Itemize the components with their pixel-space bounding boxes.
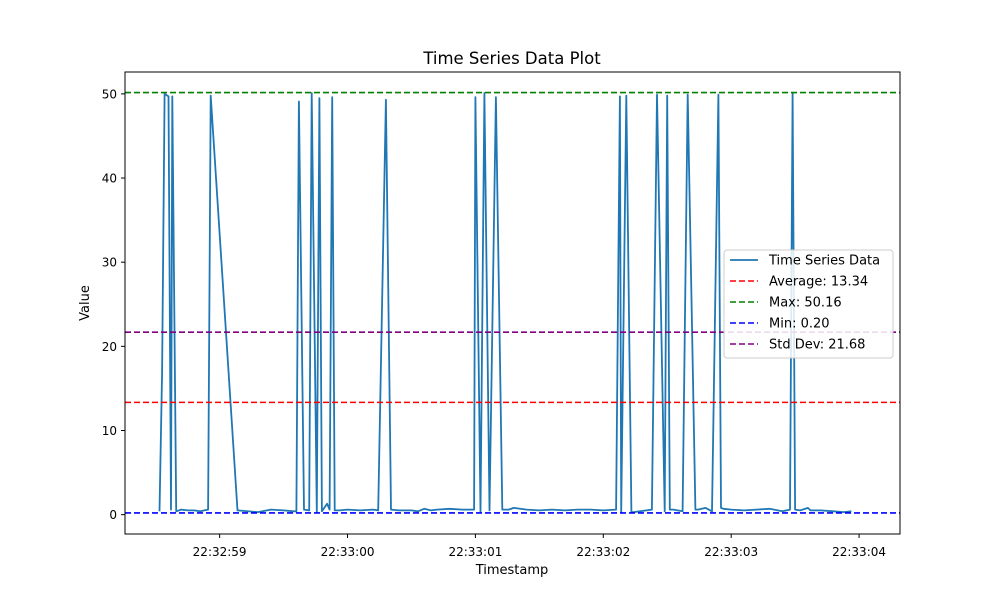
y-axis-label: Value bbox=[78, 285, 93, 321]
legend-label: Std Dev: 21.68 bbox=[769, 338, 865, 353]
y-tick-label: 40 bbox=[102, 172, 117, 186]
x-tick-label: 22:33:03 bbox=[704, 545, 758, 559]
x-axis-label: Timestamp bbox=[475, 563, 549, 578]
y-tick-label: 10 bbox=[102, 424, 117, 438]
legend-label: Max: 50.16 bbox=[769, 296, 842, 311]
plot-area bbox=[125, 91, 900, 514]
y-tick-label: 50 bbox=[102, 87, 117, 101]
legend: Time Series Data Average: 13.34 Max: 50.16… bbox=[723, 249, 894, 359]
y-tick-label: 0 bbox=[109, 508, 117, 522]
x-tick-label: 22:33:01 bbox=[448, 545, 502, 559]
y-tick-label: 20 bbox=[102, 340, 117, 354]
x-tick-label: 22:32:59 bbox=[193, 545, 247, 559]
series-line bbox=[158, 92, 852, 513]
legend-label: Average: 13.34 bbox=[769, 275, 868, 290]
y-axis: 0 10 20 30 40 50 bbox=[102, 87, 125, 522]
x-tick-label: 22:33:02 bbox=[576, 545, 630, 559]
legend-label: Min: 0.20 bbox=[769, 317, 830, 332]
x-tick-label: 22:33:00 bbox=[321, 545, 375, 559]
x-tick-label: 22:33:04 bbox=[832, 545, 886, 559]
chart-title: Time Series Data Plot bbox=[422, 49, 601, 68]
x-axis: 22:32:59 22:33:00 22:33:01 22:33:02 22:33:03… bbox=[193, 534, 886, 559]
legend-box bbox=[723, 249, 894, 359]
legend-label: Time Series Data bbox=[768, 254, 880, 269]
y-tick-label: 30 bbox=[102, 256, 117, 270]
plot-frame bbox=[124, 71, 901, 535]
